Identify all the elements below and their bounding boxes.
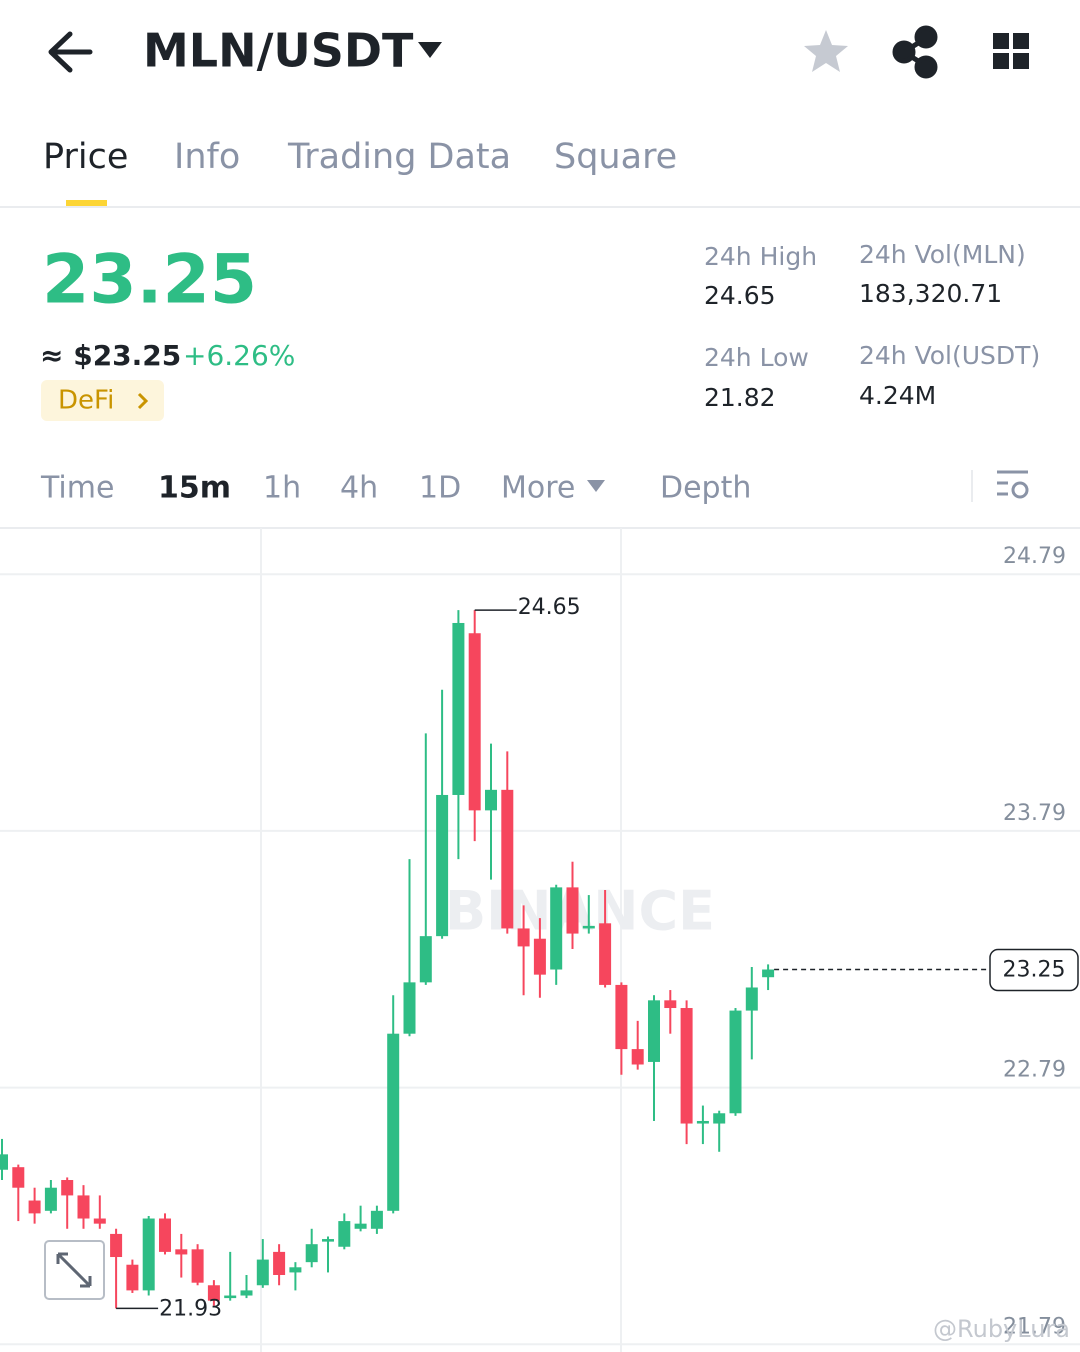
candle-body	[762, 969, 775, 978]
more-dropdown[interactable]	[587, 480, 605, 492]
interval[interactable]: 1D	[419, 471, 461, 506]
interval[interactable]: More	[501, 471, 575, 506]
candle-body	[631, 1049, 644, 1065]
candle-body	[273, 1251, 286, 1275]
candle-body	[142, 1218, 155, 1291]
candle-body	[550, 887, 563, 970]
usd-price: ≈ $23.25	[40, 339, 181, 372]
interval[interactable]: 15m	[158, 471, 231, 506]
candle-body	[403, 982, 416, 1034]
candle-body	[648, 1000, 660, 1062]
interval[interactable]: 4h	[340, 471, 378, 506]
tag-label[interactable]: DeFi	[58, 386, 114, 416]
y-tick-label: 23.79	[1003, 801, 1066, 826]
candle-body	[615, 984, 628, 1050]
tab[interactable]: Info	[174, 137, 240, 177]
candle-body	[745, 987, 758, 1011]
y-tick-label: 24.79	[1003, 544, 1066, 569]
candle-body	[729, 1010, 742, 1114]
tab[interactable]: Price	[43, 137, 128, 177]
candle-body	[713, 1113, 726, 1124]
pair-title[interactable]: MLN/USDT	[143, 24, 414, 78]
y-tick-label: 21.79	[1003, 1314, 1066, 1339]
chart-settings[interactable]	[997, 470, 1029, 499]
share-button[interactable]	[892, 25, 938, 79]
candle-body	[256, 1259, 269, 1286]
stat-label: 24h Vol(USDT)	[859, 341, 1040, 370]
candle-body	[289, 1267, 302, 1273]
candle-body	[322, 1239, 334, 1242]
candle-body	[582, 925, 595, 929]
active-tab-indicator	[66, 200, 107, 206]
candle-body	[28, 1200, 41, 1214]
stat-label: 24h Low	[704, 343, 809, 372]
candle-body	[664, 1000, 677, 1009]
stat-value: 4.24M	[859, 381, 936, 410]
candle-body	[61, 1180, 74, 1196]
candle-body	[175, 1249, 188, 1255]
candle-body	[419, 936, 432, 983]
last-price: 23.25	[42, 241, 257, 320]
candle-body	[501, 789, 514, 929]
candle-body	[566, 887, 579, 934]
pair-dropdown[interactable]	[418, 42, 442, 58]
stat-label: 24h High	[704, 242, 817, 271]
image-watermark: @RubyLura	[933, 1315, 1070, 1343]
candle-body	[452, 622, 465, 795]
candle-body	[126, 1264, 139, 1291]
price-change: +6.26%	[183, 339, 295, 372]
candle-body	[517, 928, 530, 947]
candle-body	[599, 923, 612, 985]
favorite-star[interactable]	[804, 30, 848, 72]
candle-body	[159, 1218, 171, 1252]
chart-watermark: BINANCE	[445, 880, 715, 943]
candlestick-chart: BINANCE 24.79 23.79 22.79 21.79 24.65 21.93 23…	[0, 528, 1080, 1352]
stat-value: 21.82	[704, 383, 776, 412]
interval[interactable]: 1h	[263, 471, 301, 506]
candle-body	[485, 789, 497, 811]
candle-body	[370, 1210, 383, 1229]
candle-body	[533, 938, 546, 975]
tag-button[interactable]	[41, 380, 164, 421]
back-button[interactable]	[48, 31, 93, 73]
candle-body	[110, 1233, 123, 1258]
candle-body	[468, 633, 481, 811]
candle-body	[0, 1154, 8, 1170]
candle-body	[696, 1120, 709, 1124]
tab[interactable]: Trading Data	[287, 137, 511, 177]
candle-body	[240, 1290, 253, 1296]
candle-body	[305, 1244, 318, 1263]
stat-value: 24.65	[704, 281, 776, 310]
stat-value: 183,320.71	[859, 279, 1002, 308]
candle-body	[387, 1033, 400, 1211]
layout-button[interactable]	[993, 33, 1029, 69]
candle-body	[12, 1167, 25, 1188]
expand-button[interactable]	[44, 1240, 105, 1300]
low-marker-label: 21.93	[159, 1296, 222, 1321]
high-marker-label: 24.65	[518, 595, 581, 620]
candle-body	[224, 1295, 237, 1299]
tab[interactable]: Square	[554, 137, 677, 177]
last-price-label: 23.25	[1003, 958, 1066, 983]
candle-body	[93, 1218, 106, 1224]
stat-label: 24h Vol(MLN)	[859, 240, 1026, 269]
candle-body	[338, 1221, 351, 1247]
candle-body	[436, 794, 449, 937]
candle-body	[207, 1285, 220, 1301]
y-tick-label: 22.79	[1003, 1058, 1066, 1083]
candle-body	[354, 1223, 367, 1229]
candle-body	[680, 1008, 693, 1124]
interval[interactable]: Time	[40, 471, 114, 506]
candle-body	[77, 1195, 90, 1219]
interval[interactable]: Depth	[660, 471, 751, 506]
last-price-box	[989, 948, 1079, 992]
candle-body	[44, 1187, 57, 1211]
candle-body	[191, 1249, 204, 1283]
